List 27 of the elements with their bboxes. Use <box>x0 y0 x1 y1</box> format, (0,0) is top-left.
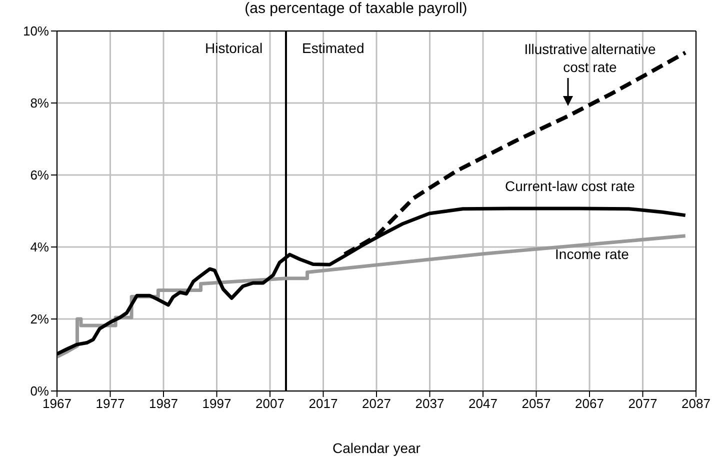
y-tick-label: 2% <box>30 312 50 327</box>
y-tick-label: 4% <box>30 240 50 255</box>
x-tick-label: 1987 <box>149 396 178 412</box>
x-tick-label: 2017 <box>308 396 338 412</box>
annotation: Estimated <box>302 40 364 56</box>
x-tick-label: 2087 <box>682 396 710 412</box>
annotation: Historical <box>205 40 263 56</box>
line-series <box>57 234 688 359</box>
y-tick-label: 10% <box>22 24 50 39</box>
x-axis-title: Calendar year <box>332 440 421 456</box>
x-tick-label: 1967 <box>42 396 72 412</box>
x-tick-label: 2057 <box>522 396 551 412</box>
series-label: Income rate <box>554 245 630 263</box>
x-tick-label: 2067 <box>575 396 604 412</box>
y-tick-label: 0% <box>30 384 50 399</box>
x-tick-label: 2077 <box>628 396 658 412</box>
x-tick-label: 2047 <box>468 396 498 412</box>
chart-title: (as percentage of taxable payroll) <box>244 0 468 17</box>
x-tick-label: 1997 <box>202 396 232 412</box>
x-tick-label: 1977 <box>96 396 125 412</box>
series-label: Current-law cost rate <box>504 177 636 195</box>
x-tick-label: 2027 <box>362 396 391 412</box>
x-tick-label: 2007 <box>256 396 284 412</box>
series-label: Illustrative alternative cost rate <box>523 40 657 76</box>
y-tick-label: 8% <box>30 96 50 111</box>
x-tick-label: 2037 <box>415 396 444 412</box>
y-tick-label: 6% <box>30 168 50 183</box>
